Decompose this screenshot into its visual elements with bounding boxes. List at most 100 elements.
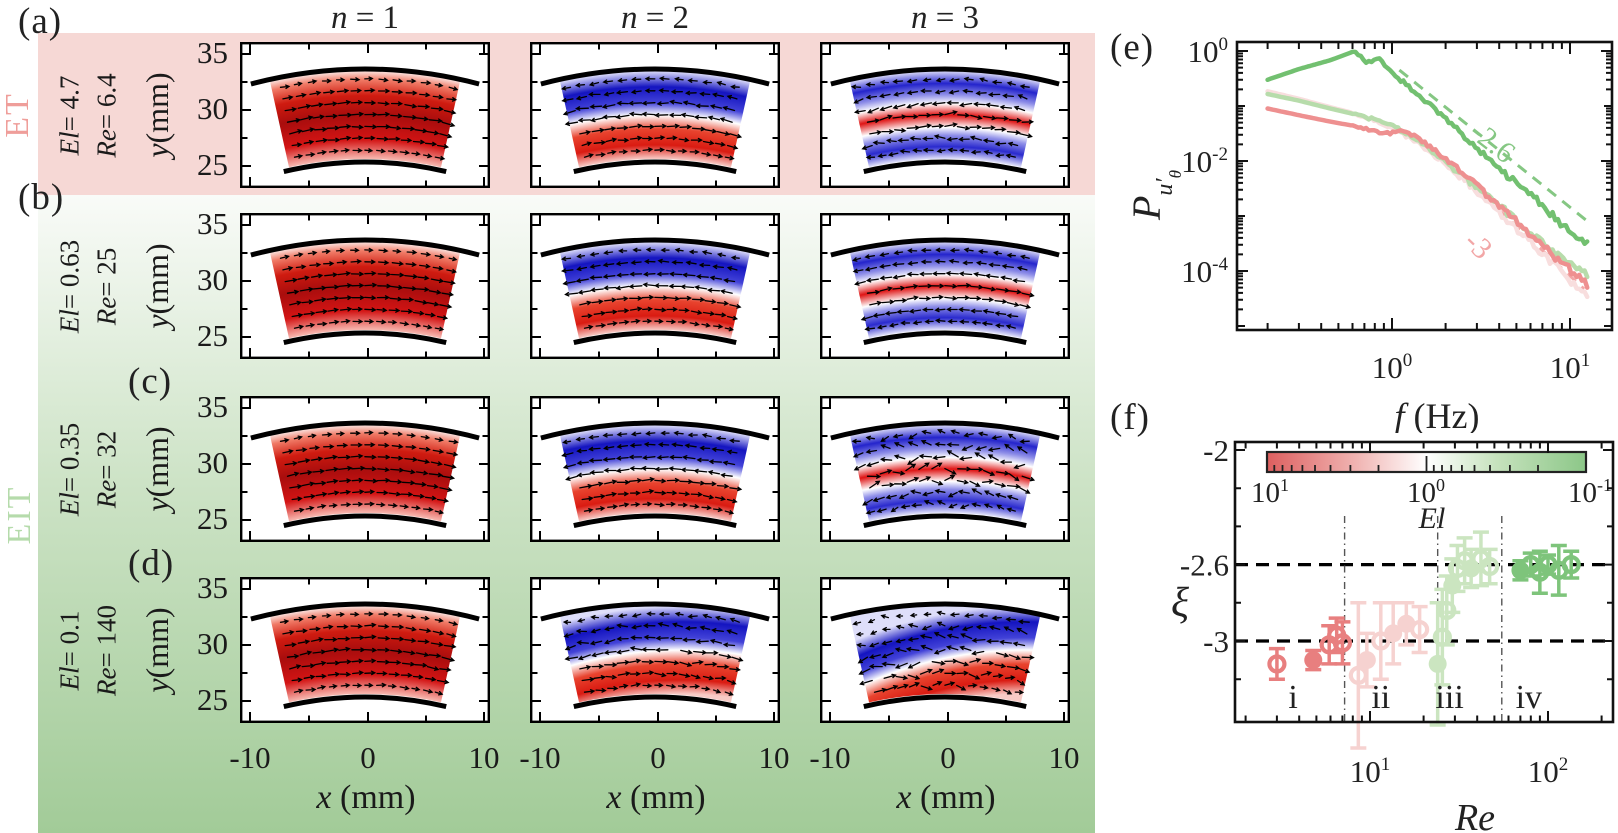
y-tick-label: 30 [197,445,228,480]
regime-region-label: i [1288,679,1297,716]
outer-wall-arc [250,420,480,441]
panel-label-f: (f) [1110,397,1150,438]
panel-label-b: (b) [18,177,65,218]
x-axis-label: x (mm) [281,779,451,817]
row-el-label: El = 0.35 [54,384,87,554]
mode-field-panel [820,213,1070,359]
variable-text: x [896,779,912,816]
axis-ticks [1237,42,1612,330]
velocity-arrow-field [850,76,1035,160]
mode-field-panel [530,577,780,723]
axis-ticks [532,215,778,357]
y-tick-label: 35 [197,389,228,424]
variable-text: y [138,497,175,512]
x-tick-label: 101 [1550,350,1591,385]
y-axis-label: y (mm) [138,384,176,554]
axis-ticks [822,44,1068,186]
inner-wall-arc [573,330,737,346]
y-axis-label: ξ [1171,580,1189,626]
y-tick-label: 25 [197,682,228,717]
row-el-label: El = 4.7 [54,30,87,200]
plain-text: = 25 [91,247,122,297]
panel-frame [820,396,1070,542]
slope-guide-line [1398,68,1592,225]
column-header-n2: n = 2 [620,0,690,36]
axis-ticks [822,215,1068,357]
variable-text: y [138,678,175,693]
inner-wall-arc [283,159,447,175]
colorbar-tick-label: 100 [1407,475,1445,509]
row-re-label: Re = 140 [91,565,124,735]
velocity-arrow-field [279,247,458,332]
x-tick-label: -10 [229,740,271,775]
y-tick-label: 25 [197,147,228,182]
outer-wall-arc [250,601,480,622]
plot-frame [1233,440,1615,724]
row-re-label: Re = 6.4 [91,30,124,200]
x-tick-label: 0 [360,740,376,775]
panel-frame [530,213,780,359]
x-tick-label: -10 [809,740,851,775]
inner-wall-arc [863,513,1027,529]
panel-frame [240,42,490,188]
variable-text: El [54,308,85,333]
row-el-label: El = 0.1 [54,565,87,735]
colorbar-axis-label: El [1418,502,1446,535]
plain-text: = 4.7 [54,75,85,131]
x-tick-label: 10 [1048,740,1080,775]
plain-text: (mm) [138,607,175,679]
plain-text: (mm) [138,72,175,144]
panel-label-e: (e) [1110,27,1155,68]
mode-field-panel [530,396,780,542]
y-tick-label: 35 [197,206,228,241]
variable-text: Re [91,667,122,696]
slope-guide-label: -3 [1458,225,1499,266]
x-axis-label: x (mm) [861,779,1031,817]
spectrum-curve [1265,89,1590,300]
outer-wall-arc [250,66,480,87]
inner-wall-arc [283,330,447,346]
variable-text: x [606,779,622,816]
data-point-filled [1304,651,1323,670]
plain-text: = 0.63 [54,239,85,309]
mode-field-panel [530,213,780,359]
x-tick-label: 0 [940,740,956,775]
velocity-arrow-field [560,247,742,332]
mode-field-panel [240,396,490,542]
axis-ticks [242,579,488,721]
mode-colormap-wedge [849,71,1041,168]
axis-ticks [242,44,488,186]
mode-field-panel [820,396,1070,542]
mode-colormap-wedge [269,242,461,339]
velocity-arrow-field [279,611,459,696]
x-tick-label: 100 [1372,350,1413,385]
plain-text: (mm) [138,243,175,315]
plot-frame [1235,40,1614,332]
axis-ticks [242,215,488,357]
velocity-arrow-field [279,76,459,161]
column-header-n3: n = 3 [910,0,980,36]
mode-field-panel [820,42,1070,188]
x-tick-label: -10 [519,740,561,775]
axis-ticks [532,579,778,721]
y-tick-label: 30 [197,262,228,297]
y-tick-label: 25 [197,501,228,536]
axis-ticks [532,398,778,540]
data-point-open [1480,556,1500,577]
data-point-open [1437,600,1457,621]
data-point-filled [1384,624,1403,643]
axis-ticks [532,44,778,186]
inner-wall-arc [573,513,737,529]
mode-colormap-wedge [559,425,751,522]
axis-ticks [242,398,488,540]
mode-colormap-wedge [849,242,1041,339]
outer-wall-arc [540,66,770,87]
y-tick-label: 30 [197,626,228,661]
variable-text: El [54,491,85,516]
panel-frame [530,42,780,188]
plain-text: = 6.4 [91,72,122,129]
row-el-label: El = 0.63 [54,201,87,371]
outer-wall-arc [540,420,770,441]
plain-text: = 32 [91,430,122,480]
